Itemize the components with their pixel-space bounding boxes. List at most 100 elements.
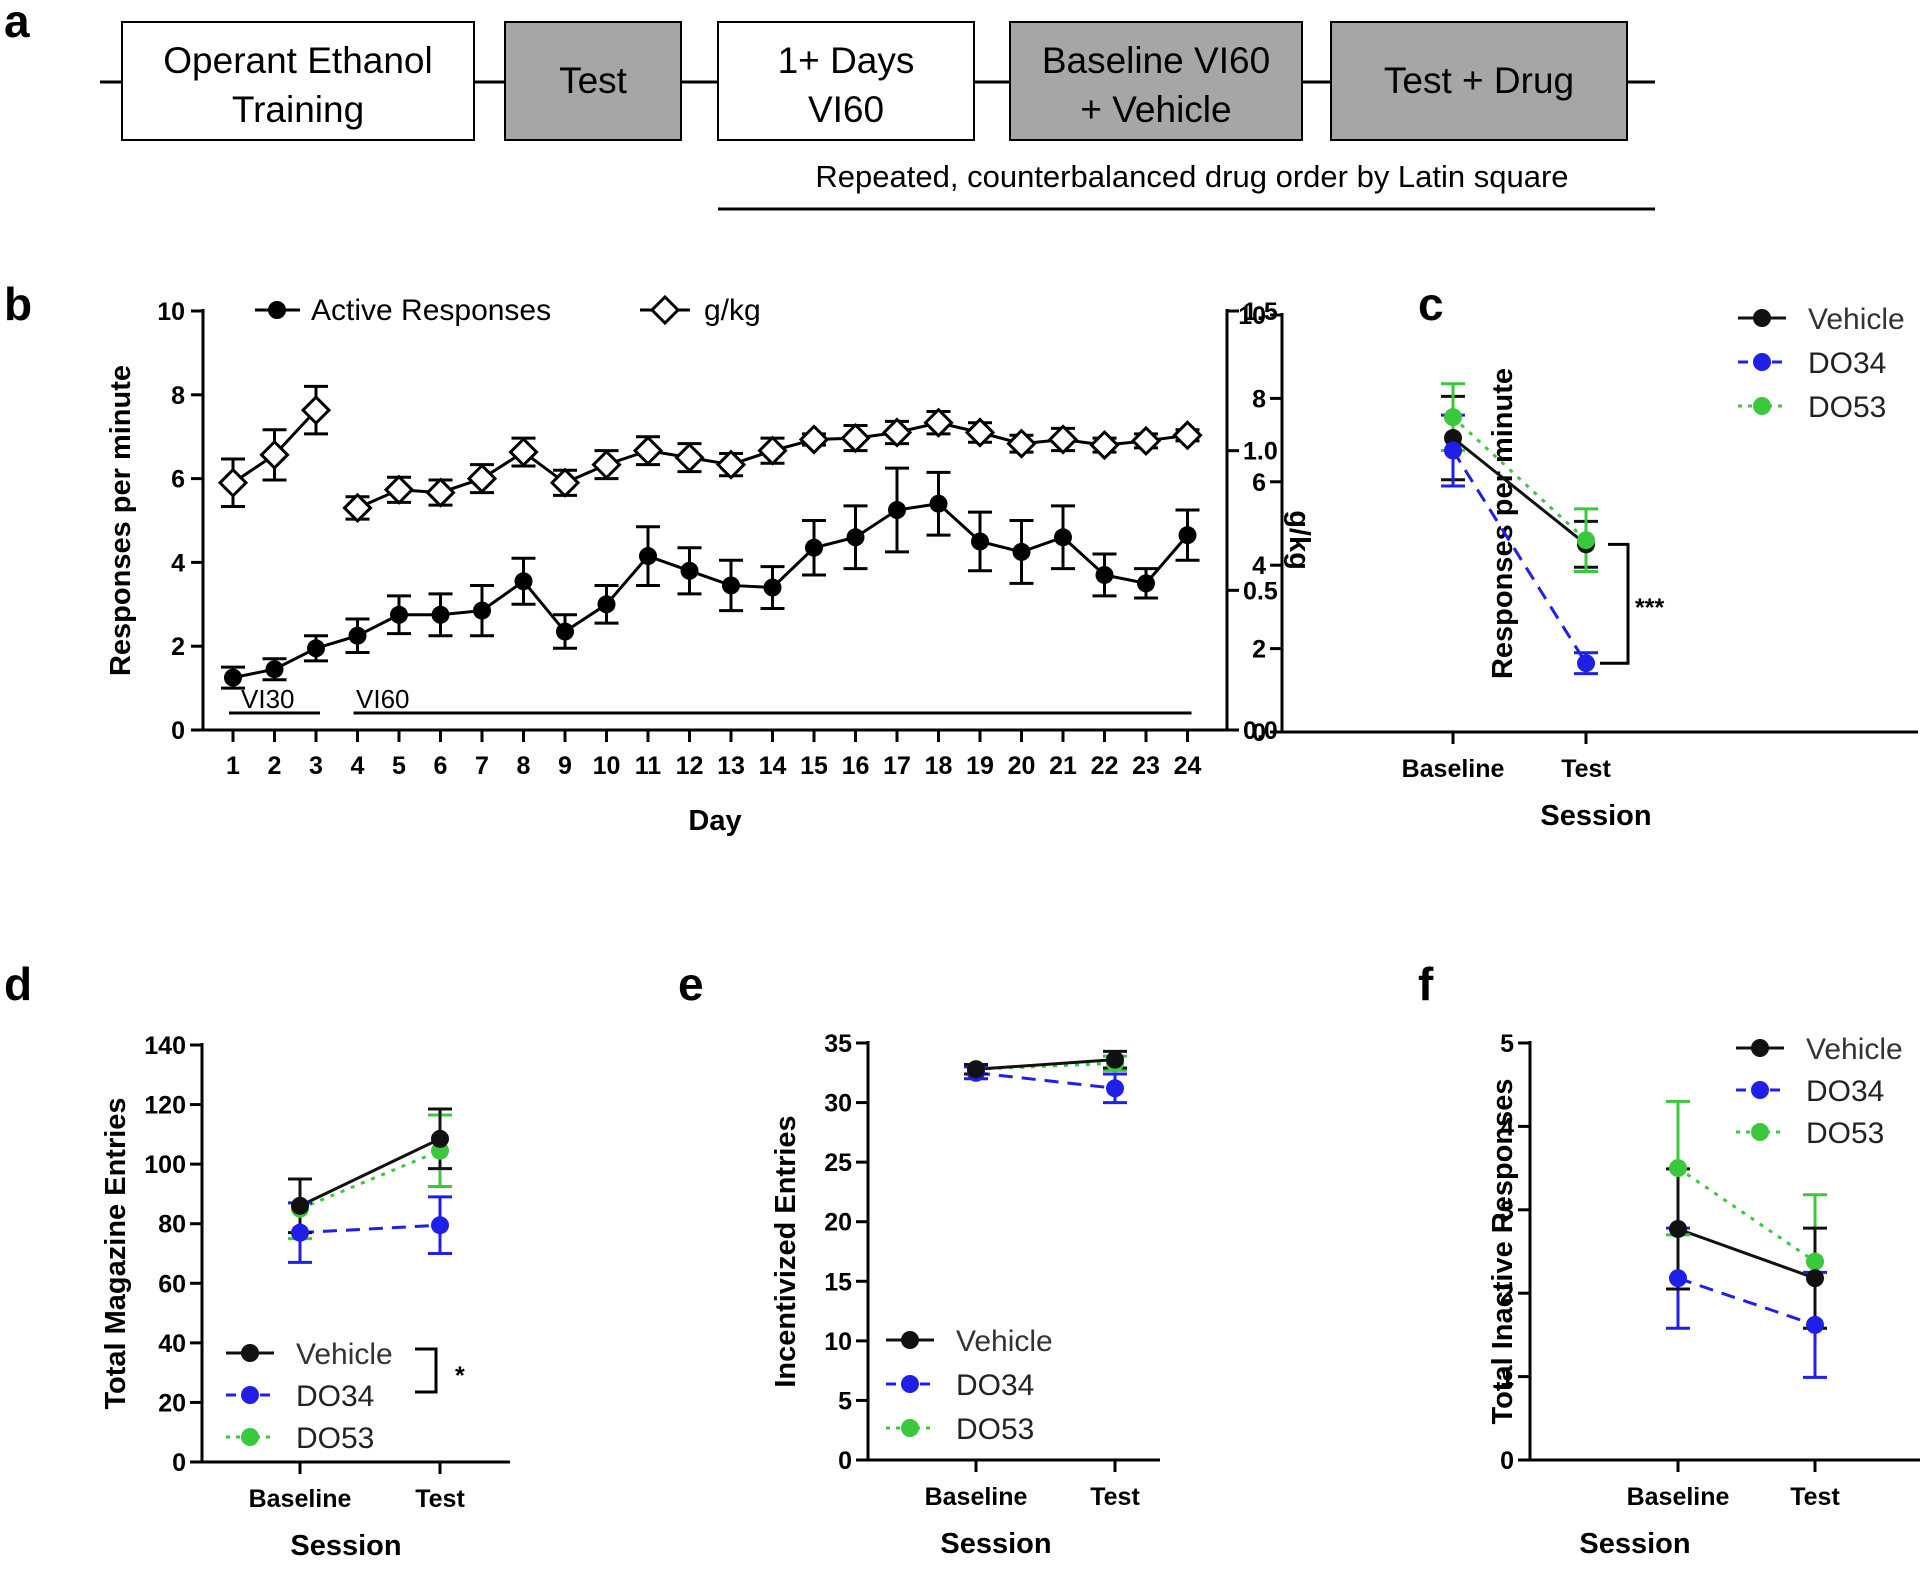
y-tick-label: 8 [171, 382, 185, 410]
y-tick-label: 2 [1500, 1280, 1514, 1308]
data-point-active [1137, 574, 1155, 593]
timeline-box-frame [1330, 21, 1628, 141]
legend-label-do34: DO34 [296, 1380, 374, 1413]
timeline-box-frame [121, 21, 475, 141]
timeline-note: Repeated, counterbalanced drug order by … [815, 159, 1568, 194]
timeline-box-line: Test + Drug [1384, 60, 1574, 101]
y-tick-label: 80 [158, 1211, 186, 1239]
data-point-vehicle [431, 1129, 449, 1148]
y-tick-label: 40 [158, 1330, 186, 1358]
timeline-box-baseline: Baseline VI60 + Vehicle [1009, 21, 1303, 141]
y-tick-label: 100 [144, 1151, 186, 1179]
x-axis-title: Session [940, 1528, 1051, 1560]
data-point-do34 [1669, 1269, 1687, 1288]
y-tick-label: 4 [171, 549, 185, 577]
legend-label-do53: DO53 [1808, 391, 1886, 424]
data-point-active [1178, 526, 1197, 545]
data-point-active [1095, 565, 1114, 584]
legend-marker-do53 [1753, 397, 1771, 415]
legend-label-gkg: g/kg [704, 294, 761, 327]
data-point-gkg [881, 417, 913, 448]
data-point-active [307, 639, 325, 658]
data-point-gkg [383, 474, 415, 505]
series-line-do34 [1451, 449, 1588, 664]
x-tick-label: 18 [925, 752, 953, 780]
data-point-active [556, 622, 574, 641]
panel-label-b: b [4, 278, 32, 330]
x-tick-label: 2 [268, 752, 282, 780]
chart-c: 0 2 4 6 8 10 Baseline Test Session Responses per … [1238, 302, 1918, 832]
x-tick-label: 23 [1132, 752, 1160, 780]
x-tick-label: 14 [759, 752, 787, 780]
legend-label-do53: DO53 [956, 1413, 1034, 1446]
data-point-vehicle [1444, 429, 1462, 448]
timeline-box-training: Operant Ethanol Training [121, 21, 475, 141]
y-tick-label: 2 [1252, 636, 1266, 664]
y-tick-label: 15 [824, 1268, 852, 1296]
x-tick-label: Baseline [249, 1485, 352, 1513]
data-point-do34 [1106, 1079, 1124, 1098]
data-point-active [390, 605, 408, 624]
legend-label-do53: DO53 [296, 1422, 374, 1455]
data-point-gkg [425, 477, 456, 508]
y-tick-label: 0 [171, 717, 185, 745]
significance-bracket [415, 1347, 438, 1394]
legend-marker-do34 [1753, 353, 1771, 371]
y2-tick-label: 0.5 [1243, 577, 1278, 605]
panel-label-d: d [4, 958, 32, 1010]
x-tick-label: 13 [717, 752, 745, 780]
y-tick-label: 0 [172, 1449, 186, 1477]
y-tick-label: 10 [1238, 302, 1266, 330]
y-tick-label: 35 [824, 1030, 852, 1058]
data-point-gkg [342, 492, 373, 524]
legend-label-do53: DO53 [1806, 1117, 1884, 1150]
legend-marker-do34 [901, 1375, 919, 1393]
x-tick-label: 16 [842, 752, 870, 780]
x-axis-title: Session [1540, 800, 1651, 832]
data-point-gkg [217, 467, 249, 498]
data-point-do53 [1806, 1252, 1824, 1271]
chart-f: 0 1 2 3 4 5 Baseline Test Session Total Inactive … [1487, 1030, 1920, 1560]
data-point-active [431, 605, 450, 624]
data-point-gkg [757, 435, 788, 466]
legend-marker-vehicle [901, 1331, 919, 1349]
y-tick-label: 0 [1252, 719, 1266, 747]
series-line-vehicle [975, 1058, 1116, 1071]
y-tick-label: 8 [1252, 385, 1266, 413]
y-tick-label: 10 [824, 1328, 852, 1356]
series-line-vehicle [299, 1137, 441, 1208]
x-tick-label: 3 [309, 752, 323, 780]
y-axis-title: Responses per minute [105, 365, 137, 676]
data-point-active [514, 572, 533, 591]
legend-marker-gkg [649, 294, 681, 326]
x-tick-label: 19 [966, 752, 994, 780]
x-tick-label: 7 [475, 752, 489, 780]
data-point-gkg [591, 449, 622, 480]
legend-label-vehicle: Vehicle [1808, 303, 1905, 336]
legend-marker-do34 [1751, 1081, 1769, 1099]
x-tick-label: 15 [800, 752, 828, 780]
x-tick-label: 12 [676, 752, 704, 780]
data-point-active [805, 538, 823, 557]
timeline-box-test-drug: Test + Drug [1330, 21, 1628, 141]
y-tick-label: 3 [1500, 1197, 1514, 1225]
series-line-do34 [975, 1071, 1116, 1090]
x-tick-label: 21 [1049, 752, 1077, 780]
series-line-do34 [299, 1223, 441, 1235]
x-tick-label: 9 [558, 752, 572, 780]
y-axis-title: Responses per minute [1487, 368, 1519, 679]
timeline-box-frame [717, 21, 975, 141]
legend-label-vehicle: Vehicle [1806, 1033, 1903, 1066]
legend-marker-do34 [241, 1386, 259, 1404]
x-tick-label: 1 [226, 752, 240, 780]
data-point-do53 [1444, 408, 1462, 427]
data-point-active [348, 626, 367, 645]
y-tick-label: 5 [1500, 1030, 1514, 1058]
significance-bracket [1600, 542, 1630, 665]
panel-label-e: e [678, 958, 704, 1010]
legend-label-vehicle: Vehicle [956, 1325, 1053, 1358]
data-point-gkg [715, 449, 747, 480]
data-point-gkg [964, 417, 996, 448]
